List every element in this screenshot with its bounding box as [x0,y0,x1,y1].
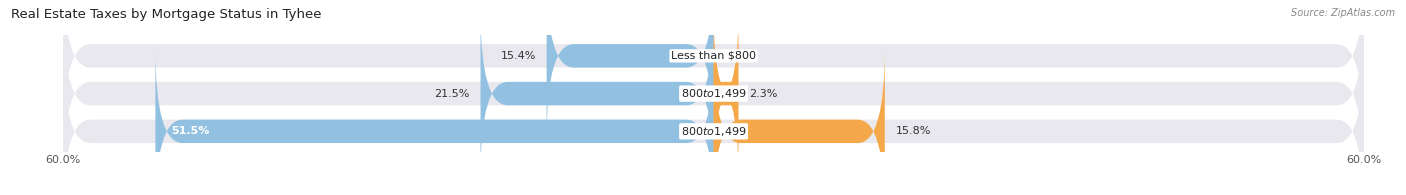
FancyBboxPatch shape [156,49,713,195]
Text: 15.8%: 15.8% [896,126,931,136]
FancyBboxPatch shape [63,11,1364,176]
FancyBboxPatch shape [63,49,1364,195]
FancyBboxPatch shape [713,49,884,195]
Text: 15.4%: 15.4% [501,51,536,61]
Text: $800 to $1,499: $800 to $1,499 [681,125,747,138]
FancyBboxPatch shape [481,11,713,176]
Text: Real Estate Taxes by Mortgage Status in Tyhee: Real Estate Taxes by Mortgage Status in … [11,8,322,21]
Text: 51.5%: 51.5% [172,126,209,136]
Text: Less than $800: Less than $800 [671,51,756,61]
Text: Source: ZipAtlas.com: Source: ZipAtlas.com [1291,8,1395,18]
Text: 21.5%: 21.5% [434,89,470,99]
FancyBboxPatch shape [63,0,1364,138]
Text: 0.0%: 0.0% [724,51,752,61]
Text: 2.3%: 2.3% [749,89,778,99]
Text: $800 to $1,499: $800 to $1,499 [681,87,747,100]
FancyBboxPatch shape [711,11,741,176]
FancyBboxPatch shape [547,0,713,138]
